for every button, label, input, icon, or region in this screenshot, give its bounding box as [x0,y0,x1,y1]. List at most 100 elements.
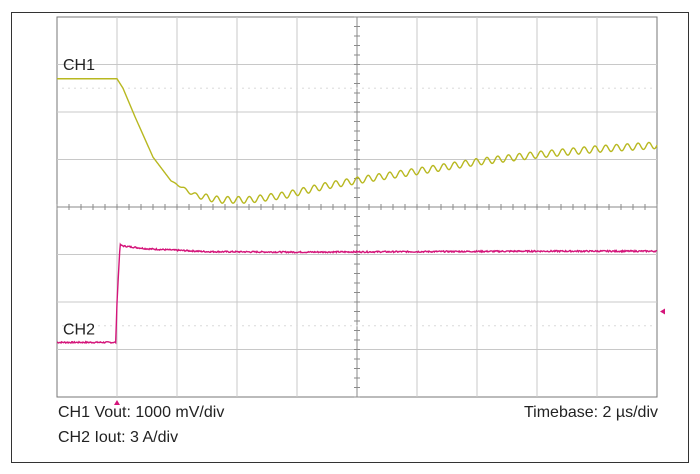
reference-dot [224,325,226,327]
reference-dot [146,325,148,327]
reference-dot [80,325,82,327]
reference-dot [74,87,76,89]
reference-dot [362,87,364,89]
reference-dot [434,325,436,327]
reference-dot [356,325,358,327]
reference-dot [86,325,88,327]
reference-dot [362,325,364,327]
reference-dot [488,325,490,327]
reference-dot [476,87,478,89]
reference-dot [452,87,454,89]
reference-dot [452,325,454,327]
reference-dot [512,325,514,327]
reference-dot [368,325,370,327]
reference-dot [236,325,238,327]
reference-dot [212,325,214,327]
scope-frame [11,12,689,463]
reference-dot [548,87,550,89]
reference-dot [206,87,208,89]
reference-dot [242,87,244,89]
reference-dot [110,87,112,89]
reference-dot [500,325,502,327]
reference-dot [506,325,508,327]
grid [56,16,658,398]
reference-dot [374,87,376,89]
reference-dot [392,325,394,327]
reference-dot [608,325,610,327]
reference-dot [410,87,412,89]
reference-dot [566,325,568,327]
reference-dot [506,87,508,89]
ch1-label: CH1 [63,57,95,74]
reference-dot [638,87,640,89]
reference-dot [542,325,544,327]
reference-dot [338,325,340,327]
reference-dot [650,87,652,89]
reference-dot [104,87,106,89]
reference-dot [572,325,574,327]
reference-dot [398,87,400,89]
reference-dot [98,87,100,89]
reference-dot [272,325,274,327]
ch2-label: CH2 [63,321,95,338]
reference-dot [644,325,646,327]
reference-dot [470,87,472,89]
reference-dot [194,87,196,89]
reference-dot [482,87,484,89]
reference-dot [68,325,70,327]
reference-dot [572,87,574,89]
reference-dot [632,87,634,89]
reference-dot [386,87,388,89]
reference-dot [104,325,106,327]
reference-dot [182,325,184,327]
reference-dot [584,325,586,327]
reference-dot [416,87,418,89]
reference-dot [80,87,82,89]
reference-dot [206,325,208,327]
reference-dot [308,87,310,89]
reference-dot [278,87,280,89]
reference-dot [188,325,190,327]
reference-dot [146,87,148,89]
reference-dot [626,87,628,89]
reference-dot [422,325,424,327]
reference-dot [314,325,316,327]
reference-dot [422,87,424,89]
reference-dot [218,87,220,89]
reference-dot [590,87,592,89]
reference-dot [404,87,406,89]
reference-dot [218,325,220,327]
reference-dot [524,325,526,327]
reference-dot [170,87,172,89]
reference-dot [296,325,298,327]
reference-dot [338,87,340,89]
reference-dot [140,87,142,89]
ch2-setting: CH2 Iout: 3 A/div [58,429,179,446]
reference-dot [500,87,502,89]
reference-dot [170,325,172,327]
reference-dot [164,87,166,89]
reference-dot [404,325,406,327]
reference-dot [620,325,622,327]
reference-dot [392,87,394,89]
reference-dot [596,325,598,327]
reference-dot [92,87,94,89]
reference-dot [62,325,64,327]
reference-dot [236,87,238,89]
reference-dot [614,325,616,327]
reference-dot [602,87,604,89]
reference-dot [230,87,232,89]
reference-dot [440,325,442,327]
reference-dot [248,87,250,89]
reference-dot [332,325,334,327]
reference-dot [560,325,562,327]
reference-dot [512,87,514,89]
traces [56,78,658,345]
reference-dot [116,87,118,89]
reference-dot [488,87,490,89]
reference-dot [416,325,418,327]
reference-dot [632,325,634,327]
reference-dot [518,87,520,89]
ch2-level-marker [660,308,665,315]
